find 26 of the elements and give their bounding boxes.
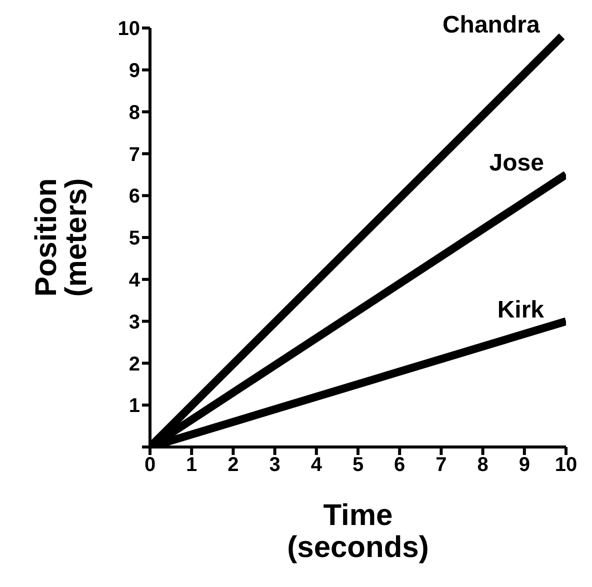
y-tick-label: 9: [128, 60, 140, 82]
y-tick-label: 8: [128, 102, 140, 124]
y-tick-label: 1: [128, 395, 140, 418]
x-tick-label: 5: [352, 454, 364, 476]
y-tick-label: 10: [118, 18, 140, 40]
series-label: Jose: [489, 150, 544, 177]
y-axis-title: Position (meters): [30, 178, 93, 297]
y-tick-label: 2: [128, 353, 140, 376]
x-tick-label: 6: [394, 454, 406, 476]
y-tick-label: 6: [128, 186, 140, 208]
x-tick-label: 1: [186, 454, 198, 476]
series-label: Chandra: [442, 11, 540, 38]
y-tick-label: 5: [128, 228, 140, 250]
x-tick-label: 8: [477, 454, 488, 476]
x-tick-label: 3: [269, 454, 280, 476]
x-axis-title: Time (seconds): [287, 499, 429, 564]
x-tick-label: 7: [436, 454, 447, 476]
x-tick-label: 9: [518, 454, 530, 476]
series-label: Kirk: [497, 296, 545, 324]
x-tick-label: 0: [144, 454, 156, 476]
x-tick-label: 2: [228, 454, 239, 476]
y-tick-label: 7: [128, 144, 140, 166]
y-tick-label: 4: [128, 270, 141, 292]
x-tick-label: 4: [310, 454, 323, 476]
x-tick-label: 10: [554, 454, 578, 476]
y-tick-label: 3: [128, 311, 140, 334]
